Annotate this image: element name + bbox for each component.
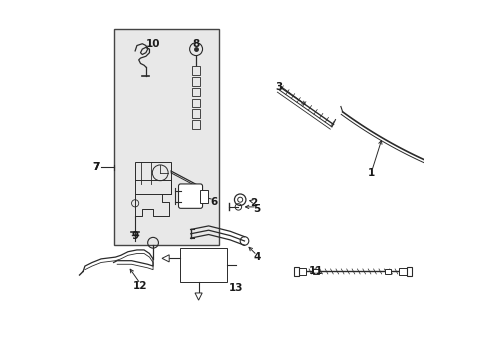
Polygon shape (162, 255, 169, 262)
Bar (384, 269, 390, 274)
Text: 1: 1 (367, 168, 375, 178)
Text: 12: 12 (133, 281, 147, 291)
FancyBboxPatch shape (178, 184, 202, 208)
Bar (191, 66, 200, 75)
Bar (191, 120, 200, 129)
Bar (293, 267, 298, 276)
Bar (191, 99, 200, 107)
Bar (200, 190, 208, 203)
Bar (191, 109, 200, 118)
Polygon shape (195, 293, 202, 300)
Text: 4: 4 (253, 252, 260, 262)
Text: 7: 7 (92, 162, 99, 172)
Text: 7: 7 (92, 162, 99, 172)
Text: 3: 3 (274, 82, 282, 92)
Text: 8: 8 (192, 39, 199, 49)
Text: 6: 6 (210, 197, 217, 207)
Bar (312, 269, 319, 274)
Bar (180, 248, 226, 282)
Text: 9: 9 (131, 231, 139, 240)
Bar (135, 162, 171, 194)
Bar (398, 268, 407, 275)
Bar (113, 30, 219, 244)
Bar (297, 268, 306, 275)
Bar (191, 77, 200, 86)
Text: 5: 5 (253, 204, 260, 214)
Text: 2: 2 (249, 198, 257, 208)
Text: 11: 11 (308, 266, 323, 276)
Text: 13: 13 (228, 283, 243, 293)
Bar (406, 267, 411, 276)
Bar (191, 88, 200, 96)
Text: 10: 10 (145, 39, 160, 49)
